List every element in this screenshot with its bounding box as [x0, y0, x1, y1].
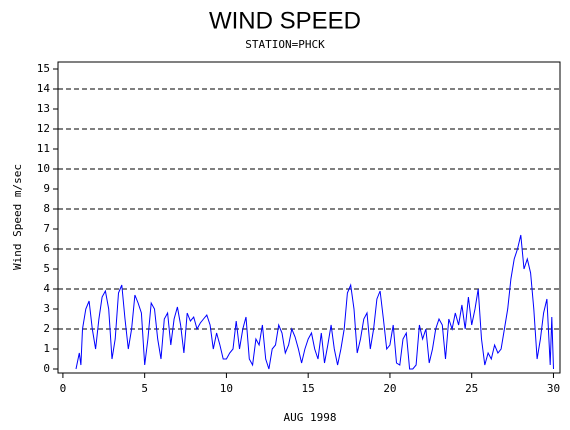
data-line	[75, 234, 554, 370]
y-tick-label: 6	[43, 242, 50, 255]
y-tick-label: 5	[43, 262, 50, 275]
y-tick-label: 15	[37, 62, 50, 75]
y-tick-label: 13	[37, 102, 50, 115]
chart-subtitle: STATION=PHCK	[245, 38, 325, 51]
y-tick-label: 2	[43, 322, 50, 335]
x-tick-label: 0	[60, 382, 67, 395]
y-tick-label: 1	[43, 342, 50, 355]
x-tick-label: 20	[383, 382, 396, 395]
plot-frame	[57, 61, 561, 374]
y-tick-label: 14	[37, 82, 51, 95]
y-tick-label: 9	[43, 182, 50, 195]
x-tick-label: 30	[547, 382, 560, 395]
x-tick-label: 10	[220, 382, 233, 395]
y-tick-label: 11	[37, 142, 50, 155]
x-tick-label: 25	[465, 382, 478, 395]
y-tick-label: 0	[43, 362, 50, 375]
y-tick-label: 10	[37, 162, 50, 175]
y-tick-label: 12	[37, 122, 50, 135]
y-tick-label: 3	[43, 302, 50, 315]
y-tick-label: 4	[43, 282, 50, 295]
y-axis-label: Wind Speed m/sec	[11, 164, 24, 270]
y-tick-label: 8	[43, 202, 50, 215]
chart-title: WIND SPEED	[209, 7, 361, 34]
x-tick-label: 5	[141, 382, 148, 395]
x-tick-label: 15	[302, 382, 315, 395]
y-tick-label: 7	[43, 222, 50, 235]
x-axis-label: AUG 1998	[284, 411, 337, 424]
